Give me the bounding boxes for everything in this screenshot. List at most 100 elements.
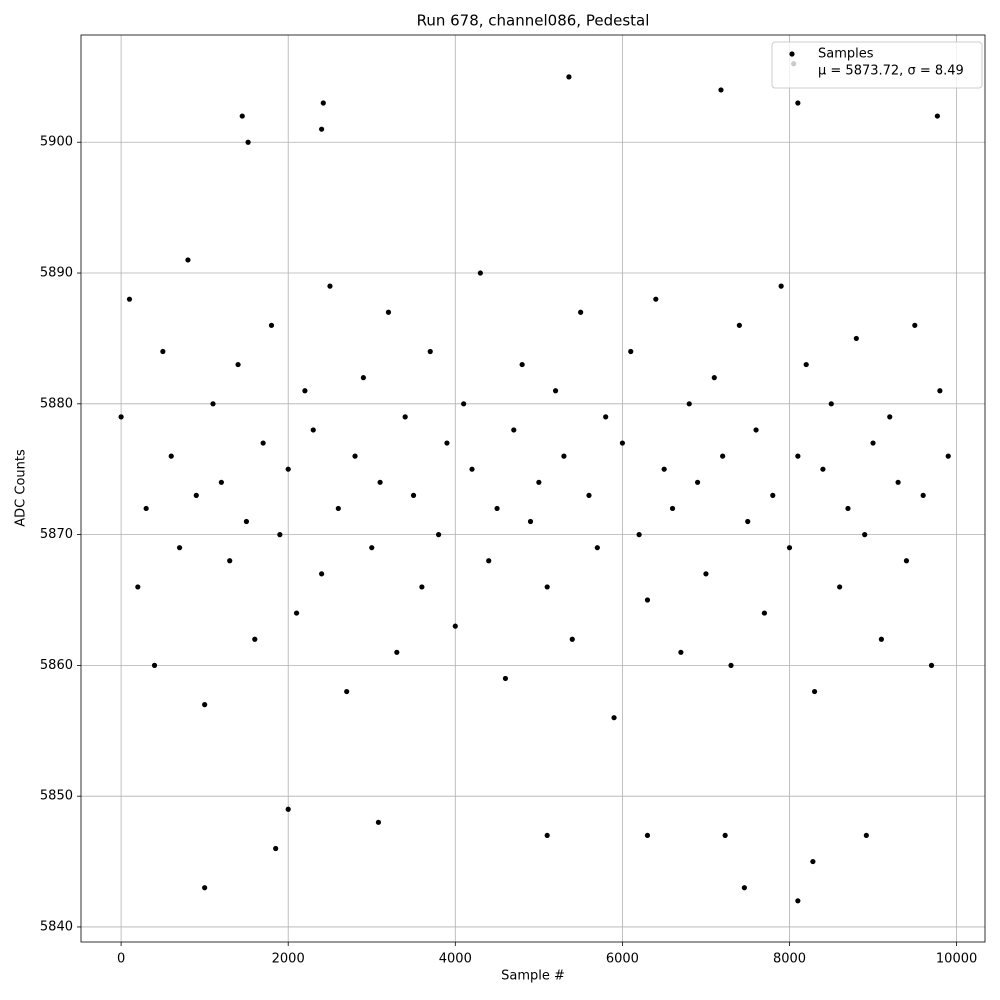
point (686, 401, 692, 407)
legend: Samples μ = 5873.72, σ = 8.49 (771, 41, 983, 89)
point (320, 100, 326, 106)
point (210, 401, 216, 407)
point (302, 388, 308, 394)
legend-marker (789, 51, 795, 57)
point (327, 283, 333, 289)
point (828, 401, 834, 407)
y-axis-label: ADC Counts (14, 449, 29, 527)
point (118, 414, 124, 420)
x-tick-label: 4000 (439, 952, 472, 967)
point (736, 322, 742, 328)
x-tick-label: 6000 (606, 952, 639, 967)
point (268, 322, 275, 328)
point (820, 466, 826, 472)
y-tick-label: 5880 (40, 396, 73, 411)
point (277, 532, 283, 538)
point (863, 832, 869, 839)
point (375, 819, 382, 825)
point (837, 584, 843, 590)
point (227, 558, 233, 564)
point (477, 270, 483, 276)
point (628, 348, 634, 355)
point (795, 453, 801, 459)
point (202, 702, 208, 708)
point (260, 440, 266, 446)
point (544, 832, 550, 839)
point (352, 453, 358, 459)
point (722, 832, 728, 839)
legend-stats: μ = 5873.72, σ = 8.49 (818, 64, 964, 79)
point (811, 688, 818, 695)
point (245, 139, 251, 145)
point (427, 348, 433, 355)
point (168, 453, 174, 459)
point (761, 610, 768, 616)
point (862, 532, 868, 538)
point (661, 466, 667, 472)
point (385, 309, 392, 315)
point (611, 715, 617, 721)
point (912, 322, 918, 328)
point (678, 649, 684, 655)
y-tick-label: 5850 (40, 789, 73, 804)
point (778, 283, 784, 289)
point (928, 662, 935, 668)
point (669, 505, 676, 512)
point (344, 688, 350, 695)
point (878, 636, 884, 642)
point (853, 335, 859, 342)
point (461, 401, 467, 407)
x-tick-label: 10000 (936, 952, 977, 967)
point (728, 662, 734, 668)
point (193, 492, 199, 498)
point (360, 375, 366, 381)
point (594, 545, 600, 551)
point (603, 414, 609, 420)
legend-box (771, 41, 983, 89)
point (770, 492, 776, 498)
point (285, 466, 291, 472)
point (202, 885, 208, 891)
point (486, 558, 492, 564)
y-tick-label: 5890 (40, 266, 73, 281)
y-tick-label: 5840 (40, 919, 73, 934)
point (786, 545, 793, 551)
point (135, 584, 141, 590)
chart-title: Run 678, channel086, Pedestal (417, 12, 650, 30)
point (419, 584, 425, 590)
point (895, 479, 901, 485)
point (644, 597, 651, 603)
point (619, 440, 625, 446)
point (636, 532, 642, 538)
point (394, 649, 400, 655)
point (536, 479, 542, 485)
point (718, 87, 724, 93)
point (176, 545, 183, 551)
y-tick-label: 5860 (40, 658, 73, 673)
point (937, 388, 943, 394)
point (319, 571, 325, 577)
point (293, 610, 300, 616)
point (753, 427, 759, 433)
point (335, 505, 341, 512)
plot-frame (80, 34, 986, 943)
point (920, 492, 926, 498)
point (903, 558, 910, 564)
point (239, 113, 245, 119)
legend-label: Samples (818, 47, 874, 62)
point (494, 505, 500, 512)
point (644, 832, 651, 839)
point (653, 296, 659, 302)
x-axis-label: Sample # (501, 969, 565, 984)
point (870, 440, 876, 446)
point (795, 100, 801, 106)
point (544, 584, 550, 590)
point (126, 296, 133, 302)
point (566, 74, 572, 80)
point (319, 126, 325, 132)
point (934, 113, 940, 119)
point (273, 845, 279, 852)
point (511, 427, 517, 433)
point (410, 492, 417, 498)
point (252, 636, 258, 642)
